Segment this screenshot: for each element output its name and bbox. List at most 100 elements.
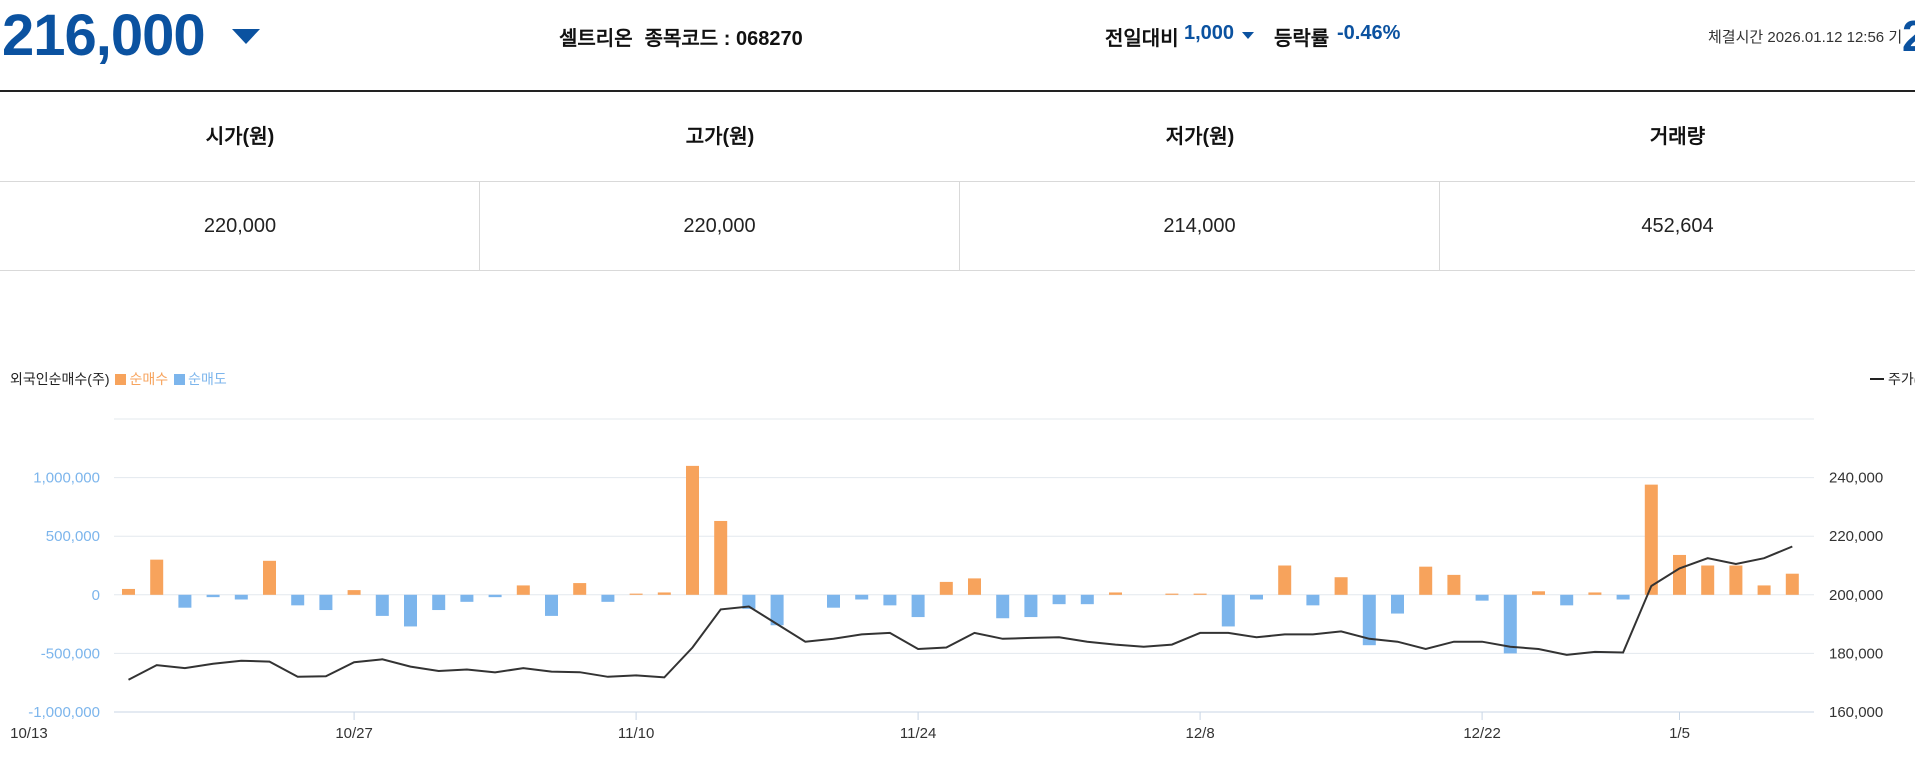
net-sell-bar bbox=[1391, 594, 1404, 614]
left-axis-tick-label: 500,000 bbox=[46, 528, 100, 545]
net-sell-bar bbox=[1024, 594, 1038, 618]
net-buy-bar bbox=[1673, 554, 1686, 595]
x-axis-tick-label: 11/24 bbox=[900, 725, 936, 742]
legend-buy-label[interactable]: 순매수 bbox=[129, 371, 169, 387]
net-buy-bar bbox=[573, 583, 587, 595]
net-buy-bar bbox=[1165, 593, 1179, 595]
net-sell-bar bbox=[319, 594, 333, 611]
x-axis-tick-label: 12/8 bbox=[1185, 725, 1214, 742]
net-buy-bar bbox=[686, 465, 699, 595]
net-buy-bar bbox=[516, 585, 530, 595]
net-buy-bar bbox=[1193, 593, 1207, 595]
net-sell-bar bbox=[883, 594, 897, 606]
net-sell-bar bbox=[601, 594, 615, 602]
net-sell-bar bbox=[770, 594, 784, 626]
net-sell-bar bbox=[1080, 594, 1094, 605]
left-axis-tick-label: -1,000,000 bbox=[28, 704, 100, 721]
net-sell-bar bbox=[291, 594, 305, 606]
current-price: 216,000 bbox=[2, 3, 206, 68]
net-sell-bar bbox=[1503, 594, 1517, 654]
rate-value: -0.46% bbox=[1337, 22, 1401, 44]
net-buy-bar bbox=[150, 559, 164, 595]
chart-legend-left: 외국인순매수(주) 순매수 순매도 bbox=[10, 369, 227, 389]
net-buy-bar bbox=[1785, 573, 1799, 595]
legend-line-swatch bbox=[1870, 378, 1884, 380]
compare-down-arrow-icon bbox=[1242, 32, 1254, 39]
net-buy-bar bbox=[1729, 565, 1743, 595]
quote-header: 216,000 셀트리온 종목코드 : 068270 전일대비 1,000 등락률… bbox=[0, 0, 1915, 92]
net-buy-bar bbox=[263, 560, 276, 595]
net-buy-bar bbox=[968, 578, 981, 595]
net-sell-bar bbox=[855, 594, 869, 600]
left-axis-tick-label: -500,000 bbox=[41, 645, 100, 662]
net-buy-bar bbox=[714, 520, 728, 595]
stock-name: 셀트리온 bbox=[559, 28, 633, 50]
ohlc-header-low: 저가(원) bbox=[960, 93, 1440, 182]
net-sell-bar bbox=[742, 594, 756, 609]
net-buy-bar bbox=[1334, 577, 1348, 595]
net-buy-bar bbox=[1588, 592, 1602, 595]
net-sell-bar bbox=[404, 594, 417, 627]
trade-time: 체결시간 2026.01.12 12:56 기 bbox=[1708, 29, 1903, 46]
net-sell-bar bbox=[996, 594, 1010, 619]
net-sell-bar bbox=[1475, 594, 1489, 601]
net-buy-bar bbox=[347, 590, 361, 595]
net-buy-bar bbox=[1644, 484, 1658, 595]
foreign-net-buy-chart: 1,000,000 500,000 0 -500,000 -1,000,000 240,0… bbox=[10, 418, 1883, 742]
net-buy-bar bbox=[657, 592, 671, 595]
ohlc-table: 시가(원) 고가(원) 저가(원) 거래량 220,000 220,000 21… bbox=[0, 93, 1915, 271]
net-buy-bar bbox=[939, 581, 953, 595]
x-axis-tick-label: 12/22 bbox=[1463, 725, 1501, 742]
ohlc-header-volume: 거래량 bbox=[1440, 93, 1915, 182]
net-buy-bar bbox=[1109, 592, 1122, 595]
net-sell-bar bbox=[1560, 594, 1574, 606]
legend-line-label[interactable]: 주가(원 bbox=[1888, 371, 1915, 387]
net-sell-bar bbox=[1250, 594, 1263, 600]
price-down-arrow-icon bbox=[232, 29, 260, 44]
net-sell-bar bbox=[460, 594, 474, 602]
net-buy-bar bbox=[1701, 565, 1715, 595]
legend-sell-swatch bbox=[174, 374, 186, 385]
net-sell-bar bbox=[375, 594, 389, 616]
net-sell-bar bbox=[1616, 594, 1630, 600]
chart-legend-right: 주가(원 bbox=[1870, 369, 1915, 389]
net-sell-bar bbox=[234, 594, 248, 600]
ohlc-value-open: 220,000 bbox=[0, 182, 480, 271]
stock-code: 종목코드 : 068270 bbox=[644, 28, 803, 50]
legend-title: 외국인순매수(주) bbox=[10, 371, 110, 387]
x-axis-tick-label: 10/27 bbox=[335, 725, 373, 742]
ohlc-header-open: 시가(원) bbox=[0, 93, 480, 182]
net-buy-bar bbox=[122, 588, 135, 595]
net-buy-bar bbox=[1419, 566, 1433, 595]
right-axis-tick-label: 240,000 bbox=[1829, 470, 1883, 487]
compare-label: 전일대비 bbox=[1105, 28, 1179, 50]
legend-sell-label[interactable]: 순매도 bbox=[188, 371, 227, 387]
net-sell-bar bbox=[432, 594, 446, 611]
stock-info: 셀트리온 종목코드 : 068270 bbox=[559, 22, 803, 51]
rate-label: 등락률 bbox=[1274, 28, 1330, 50]
net-sell-bar bbox=[488, 594, 502, 598]
net-sell-bar bbox=[206, 594, 220, 598]
right-axis-tick-label: 180,000 bbox=[1829, 645, 1883, 662]
net-sell-bar bbox=[911, 594, 925, 618]
net-sell-bar bbox=[178, 594, 192, 608]
net-sell-bar bbox=[827, 594, 840, 608]
right-axis-tick-label: 160,000 bbox=[1829, 704, 1883, 721]
ohlc-value-low: 214,000 bbox=[959, 182, 1439, 271]
legend-buy-swatch bbox=[115, 374, 127, 385]
net-buy-bar bbox=[1532, 591, 1545, 595]
ohlc-value-high: 220,000 bbox=[479, 182, 959, 271]
net-sell-bar bbox=[545, 594, 558, 616]
right-axis-tick-label: 200,000 bbox=[1829, 587, 1883, 604]
x-axis-tick-label: 1/5 bbox=[1669, 725, 1690, 742]
net-sell-bar bbox=[1052, 594, 1066, 605]
ohlc-value-volume: 452,604 bbox=[1439, 182, 1915, 271]
right-axis-tick-label: 220,000 bbox=[1829, 528, 1883, 545]
net-buy-bar bbox=[1447, 574, 1461, 595]
net-buy-bar bbox=[629, 593, 643, 595]
net-buy-bar bbox=[1278, 565, 1292, 595]
net-buy-bar bbox=[1757, 585, 1771, 595]
compare-value: 1,000 bbox=[1184, 22, 1235, 44]
net-sell-bar bbox=[1221, 594, 1235, 627]
net-sell-bar bbox=[1362, 594, 1376, 646]
